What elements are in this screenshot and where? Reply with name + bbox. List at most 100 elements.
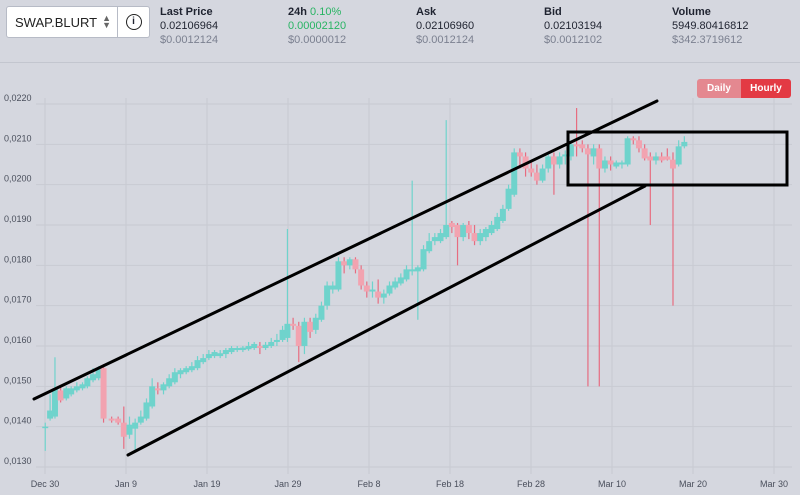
candle-body	[318, 305, 325, 320]
candle-body	[363, 285, 370, 292]
candle-body	[335, 261, 342, 290]
candle-body	[256, 346, 263, 349]
consolidation-box	[566, 130, 789, 187]
candle-body	[341, 261, 348, 266]
stat-last-price-label: Last Price	[160, 6, 213, 18]
trendline-upper	[32, 99, 659, 401]
candle-body	[346, 259, 353, 266]
candle-body	[171, 372, 178, 383]
candle-body	[160, 384, 167, 391]
y-tick-label: 0,0220	[4, 93, 32, 103]
x-tick-label: Mar 30	[760, 479, 788, 489]
stat-last-price-usd: $0.0012124	[160, 34, 219, 46]
stat-volume-value: 5949.80416812	[672, 20, 749, 32]
stat-bid-value: 0.02103194	[544, 20, 603, 32]
candle-body	[505, 188, 512, 209]
candle-body	[613, 162, 620, 167]
stat-24h-label: 24h	[288, 6, 307, 18]
candle-body	[579, 144, 586, 149]
x-tick-label: Feb 18	[436, 479, 464, 489]
candle-body	[194, 360, 201, 369]
candle-body	[358, 269, 365, 286]
candle-body	[488, 225, 495, 234]
candle-body	[448, 222, 455, 228]
candle-body	[573, 144, 580, 147]
candle-body	[137, 416, 144, 423]
candle-body	[539, 168, 546, 181]
candle-body	[90, 374, 97, 381]
stat-bid-label: Bid	[544, 6, 562, 18]
candle-body	[324, 285, 331, 306]
market-header: SWAP.BLURT ▲ ▼ i Last Price 0.02106964 $0…	[0, 0, 800, 58]
candle-body	[95, 368, 102, 379]
candle-body	[556, 156, 563, 165]
candle-body	[562, 154, 569, 157]
y-tick-label: 0,0180	[4, 254, 32, 264]
candle-body	[234, 348, 241, 351]
y-tick-label: 0,0150	[4, 375, 32, 385]
stat-bid: Bid 0.02103194 $0.0012102	[544, 5, 602, 47]
candle-body	[205, 354, 212, 359]
candle-body	[329, 285, 336, 290]
candle-body	[211, 352, 218, 357]
candle-body	[245, 346, 252, 350]
candle-body	[68, 388, 75, 395]
y-tick-label: 0,0130	[4, 456, 32, 466]
candle-body	[669, 159, 676, 169]
candle-body	[268, 341, 275, 346]
candle-body	[386, 285, 393, 294]
candle-body	[596, 148, 603, 169]
candle-body	[635, 140, 642, 149]
candle-body	[312, 317, 319, 330]
candle-body	[590, 148, 597, 157]
pair-select[interactable]: SWAP.BLURT ▲ ▼	[6, 6, 118, 38]
candle-body	[108, 418, 115, 421]
stat-volume: Volume 5949.80416812 $342.3719612	[672, 5, 748, 47]
candle-body	[675, 146, 682, 165]
daily-toggle-button[interactable]: Daily	[697, 79, 741, 98]
x-tick-label: Mar 10	[598, 479, 626, 489]
candle-body	[228, 348, 235, 353]
candle-body	[126, 424, 133, 435]
stat-bid-usd: $0.0012102	[544, 34, 603, 46]
stat-volume-label: Volume	[672, 6, 711, 18]
candle-body	[290, 323, 297, 326]
candle-body	[409, 269, 416, 272]
candle-body	[550, 156, 557, 165]
candle-body	[79, 384, 86, 389]
stat-24h: 24h 0.10% 0.00002120 $0.0000012	[288, 5, 346, 47]
stat-ask: Ask 0.02106960 $0.0012124	[416, 5, 474, 47]
y-tick-label: 0,0140	[4, 416, 32, 426]
candle-body	[624, 138, 631, 165]
candle-body	[188, 366, 195, 371]
x-tick-label: Mar 20	[679, 479, 707, 489]
trendline-lower	[126, 184, 647, 457]
hourly-toggle-button[interactable]: Hourly	[741, 79, 791, 98]
candle-body	[200, 358, 207, 363]
candle-body	[100, 368, 107, 419]
x-tick-label: Dec 30	[31, 479, 60, 489]
candle-body	[222, 350, 229, 355]
candle-body	[154, 388, 161, 391]
stat-24h-usd: $0.0000012	[288, 34, 347, 46]
candle-body	[652, 156, 659, 161]
y-tick-label: 0,0210	[4, 133, 32, 143]
info-button[interactable]: i	[118, 6, 150, 38]
candle-body	[239, 347, 246, 351]
candle-body	[279, 329, 286, 340]
candle-body	[482, 229, 489, 238]
x-tick-label: Jan 9	[115, 479, 137, 489]
candle-body	[57, 390, 64, 401]
candle-body	[120, 422, 127, 437]
candle-body	[369, 289, 376, 292]
candle-body	[73, 386, 80, 391]
candle-body	[584, 148, 591, 155]
header-divider	[0, 62, 800, 63]
candle-body	[217, 353, 224, 357]
stat-last-price-value: 0.02106964	[160, 20, 219, 32]
candle-body	[618, 162, 625, 165]
candle-body	[426, 241, 433, 252]
candle-body	[284, 323, 291, 338]
candle-body	[471, 233, 478, 242]
